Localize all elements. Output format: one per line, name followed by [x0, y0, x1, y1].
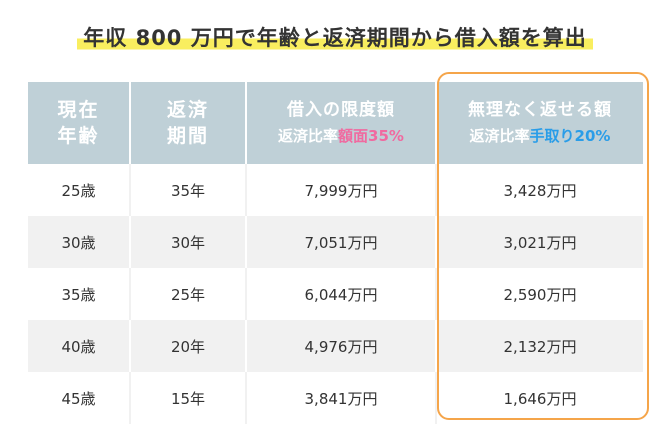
cell-comfortable: 3,428万円 — [435, 164, 643, 216]
loan-table: 現在 年齢 返済 期間 借入の限度額 返済比率額面35% 無理なく返せる額 返済… — [28, 82, 643, 424]
table-header-row: 現在 年齢 返済 期間 借入の限度額 返済比率額面35% 無理なく返せる額 返済… — [28, 82, 643, 164]
header-term-line1: 返済 — [166, 99, 209, 121]
cell-term: 25年 — [129, 268, 246, 320]
header-limit-sub-highlight: 額面35% — [338, 127, 404, 145]
cell-limit: 7,051万円 — [245, 216, 436, 268]
header-term-line2: 期間 — [166, 125, 209, 147]
header-comfortable-sub-highlight: 手取り20% — [529, 127, 611, 145]
header-comfortable-sub-label: 返済比率 — [469, 127, 530, 145]
cell-age: 35歳 — [61, 285, 96, 304]
cell-age: 40歳 — [28, 320, 130, 372]
header-limit-title: 借入の限度額 — [287, 100, 395, 120]
cell-limit: 4,976万円 — [245, 320, 436, 372]
cell-comfortable: 1,646万円 — [435, 372, 643, 424]
header-current-age: 現在 年齢 — [28, 82, 130, 164]
cell-comfortable: 3,021万円 — [435, 216, 643, 268]
cell-comfortable: 2,132万円 — [435, 320, 643, 372]
cell-limit: 7,999万円 — [245, 164, 436, 216]
header-repayment-term: 返済 期間 — [129, 82, 246, 164]
table-row: 45歳 15年 3,841万円 1,646万円 — [28, 372, 643, 424]
cell-term: 15年 — [129, 372, 246, 424]
cell-term: 20年 — [129, 320, 246, 372]
cell-limit: 6,044万円 — [245, 268, 436, 320]
cell-age: 25歳 — [61, 181, 96, 200]
header-comfortable-title: 無理なく返せる額 — [468, 100, 612, 120]
header-limit-sub: 返済比率額面35% — [278, 127, 404, 145]
cell-term: 35年 — [129, 164, 246, 216]
cell-age: 45歳 — [61, 389, 96, 408]
page-title: 年収 800 万円で年齢と返済期間から借入額を算出 — [77, 22, 593, 52]
table-row: 35歳 25年 6,044万円 2,590万円 — [28, 268, 643, 320]
cell-term: 30年 — [129, 216, 246, 268]
header-comfortable-sub: 返済比率手取り20% — [470, 127, 611, 145]
cell-age: 30歳 — [28, 216, 130, 268]
header-limit-sub-label: 返済比率 — [278, 127, 339, 145]
table-row: 40歳 20年 4,976万円 2,132万円 — [28, 320, 643, 372]
table-row: 25歳 35年 7,999万円 3,428万円 — [28, 164, 643, 216]
header-age-line1: 現在 — [57, 99, 100, 121]
header-borrowing-limit: 借入の限度額 返済比率額面35% — [245, 82, 436, 164]
cell-comfortable: 2,590万円 — [435, 268, 643, 320]
cell-limit: 3,841万円 — [245, 372, 436, 424]
title-container: 年収 800 万円で年齢と返済期間から借入額を算出 — [0, 22, 670, 52]
header-comfortable-amount: 無理なく返せる額 返済比率手取り20% — [435, 82, 643, 164]
table-row: 30歳 30年 7,051万円 3,021万円 — [28, 216, 643, 268]
header-age-line2: 年齢 — [57, 125, 100, 147]
